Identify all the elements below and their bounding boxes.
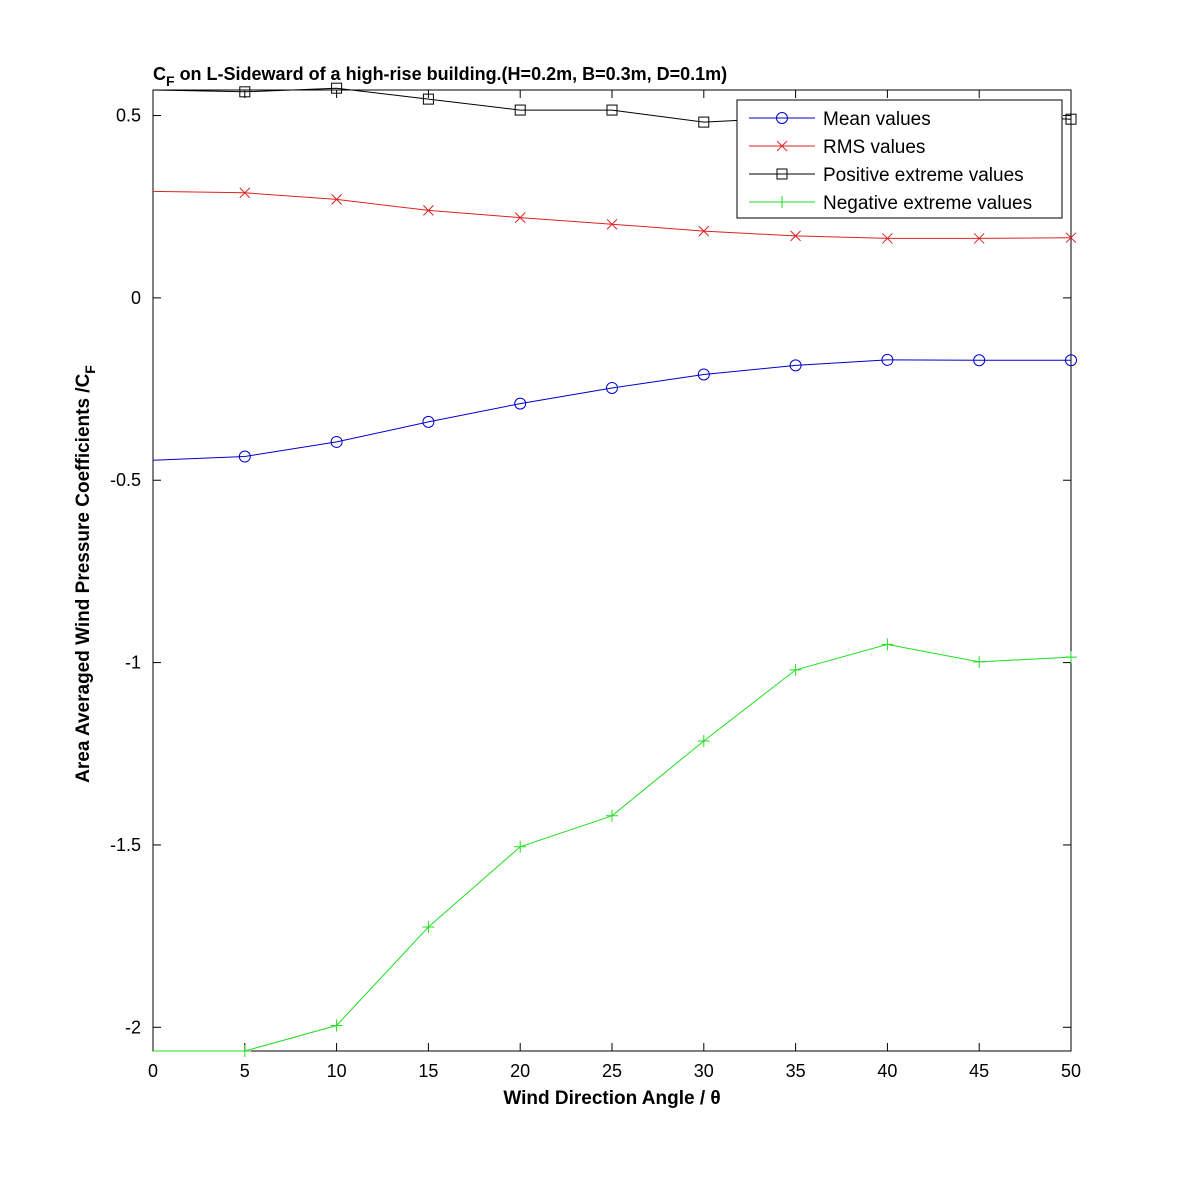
legend-label: Positive extreme values bbox=[823, 165, 1024, 186]
y-axis-title-sub: F bbox=[82, 365, 98, 374]
data-point bbox=[422, 93, 434, 105]
y-tick-label: -1.5 bbox=[110, 835, 141, 855]
x-axis-title: Wind Direction Angle / θ bbox=[503, 1088, 720, 1109]
data-point bbox=[330, 1019, 343, 1032]
x-tick-label: 15 bbox=[418, 1061, 438, 1081]
data-point bbox=[330, 435, 343, 448]
data-point bbox=[698, 225, 710, 237]
x-tick-label: 25 bbox=[602, 1061, 622, 1081]
data-point bbox=[514, 104, 526, 116]
legend-label: Negative extreme values bbox=[823, 193, 1032, 214]
data-point bbox=[239, 187, 251, 199]
data-point bbox=[1065, 354, 1077, 367]
x-tick-label: 30 bbox=[694, 1061, 714, 1081]
x-tick-label: 5 bbox=[240, 1061, 250, 1081]
chart-title: CF on L-Sideward of a high-rise building… bbox=[153, 64, 727, 89]
legend-marker bbox=[776, 196, 788, 208]
data-point bbox=[1065, 113, 1077, 125]
legend-box bbox=[736, 99, 1063, 219]
data-point bbox=[973, 354, 986, 367]
series-1 bbox=[152, 353, 1077, 463]
legend-item: RMS values bbox=[749, 137, 925, 158]
legend-marker bbox=[776, 140, 788, 152]
data-point bbox=[606, 218, 618, 230]
legend-label: RMS values bbox=[823, 137, 925, 158]
data-point bbox=[514, 840, 527, 853]
legend: Mean values RMS values Positive extreme va… bbox=[736, 99, 1063, 219]
data-point bbox=[606, 809, 618, 822]
series-2 bbox=[152, 187, 1077, 244]
chart-title-main: C bbox=[153, 64, 166, 84]
y-tick-label: 0.5 bbox=[116, 106, 141, 126]
chart-title-sub: F bbox=[166, 73, 175, 89]
data-point bbox=[238, 450, 251, 463]
chart-title-rest: on L-Sideward of a high-rise building.(H… bbox=[175, 64, 728, 84]
legend-item: Positive extreme values bbox=[749, 165, 1024, 186]
legend-marker bbox=[776, 168, 788, 180]
data-point bbox=[789, 359, 802, 372]
data-point bbox=[331, 194, 342, 205]
y-tick-label: -0.5 bbox=[110, 470, 141, 490]
x-tick-label: 45 bbox=[969, 1061, 989, 1081]
data-point bbox=[514, 397, 527, 410]
data-point bbox=[331, 82, 343, 94]
data-point bbox=[1065, 651, 1077, 664]
data-point bbox=[423, 204, 434, 216]
data-point bbox=[881, 353, 894, 366]
data-point bbox=[238, 1045, 251, 1057]
legend-item: Mean values bbox=[749, 109, 931, 130]
data-point bbox=[973, 655, 986, 668]
data-point bbox=[882, 233, 893, 244]
data-point bbox=[973, 233, 985, 244]
x-tick-label: 35 bbox=[786, 1061, 806, 1081]
x-tick-label: 50 bbox=[1061, 1061, 1081, 1081]
data-point bbox=[422, 415, 435, 428]
y-axis: 0.5 0 -0.5 -1 -1.5 -2 bbox=[110, 106, 1071, 1037]
data-point bbox=[606, 104, 618, 116]
y-tick-label: -2 bbox=[125, 1017, 141, 1037]
data-point bbox=[789, 663, 802, 676]
data-point bbox=[697, 735, 710, 747]
series-line bbox=[152, 359, 1071, 461]
y-tick-label: 0 bbox=[131, 288, 141, 308]
data-point bbox=[790, 230, 801, 242]
x-tick-label: 10 bbox=[327, 1061, 347, 1081]
x-axis: 0 5 10 15 20 25 30 35 40 45 50 bbox=[148, 90, 1081, 1081]
plot-area bbox=[152, 89, 1072, 1052]
data-point bbox=[422, 921, 435, 933]
legend-marker bbox=[776, 112, 788, 124]
x-tick-label: 20 bbox=[510, 1061, 530, 1081]
legend-label: Mean values bbox=[823, 109, 931, 130]
data-point bbox=[239, 86, 251, 98]
x-tick-label: 0 bbox=[148, 1061, 158, 1081]
legend-item: Negative extreme values bbox=[749, 193, 1032, 214]
y-tick-label: -1 bbox=[125, 653, 141, 673]
data-point bbox=[606, 381, 618, 394]
y-axis-title-main: Area Averaged Wind Pressure Coefficients… bbox=[73, 373, 94, 782]
data-point bbox=[881, 638, 894, 651]
data-point bbox=[698, 116, 710, 128]
y-axis-title: Area Averaged Wind Pressure Coefficients… bbox=[73, 365, 98, 783]
x-tick-label: 40 bbox=[877, 1061, 897, 1081]
data-point bbox=[514, 212, 526, 224]
data-point bbox=[1065, 232, 1077, 244]
data-point bbox=[697, 368, 710, 381]
series-4 bbox=[153, 638, 1077, 1057]
